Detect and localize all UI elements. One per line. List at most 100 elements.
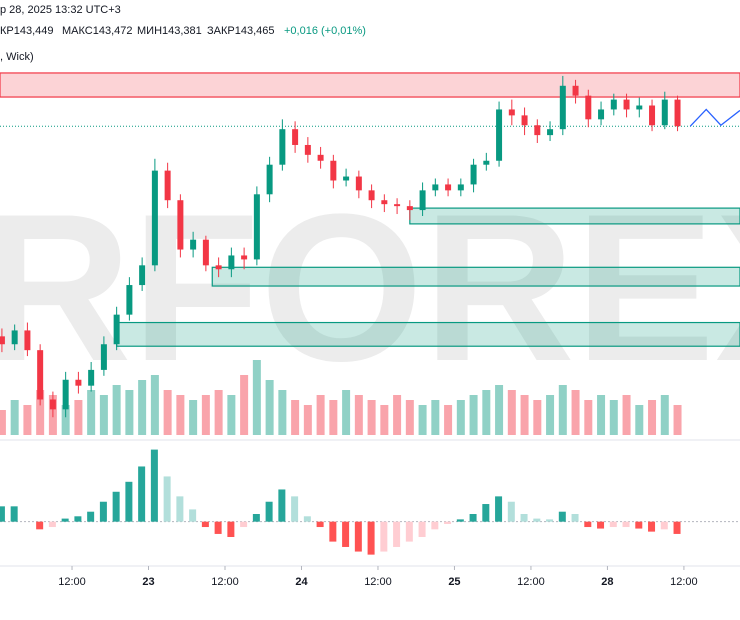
- candle-body: [202, 239, 209, 266]
- watermark: RFOREX.c: [0, 170, 740, 405]
- oscillator-bar: [597, 521, 605, 529]
- oscillator-bar: [558, 511, 566, 522]
- candle-body: [49, 399, 56, 410]
- ohlc-open: КР143,449: [0, 25, 54, 37]
- volume-bar: [393, 395, 402, 435]
- oscillator-bar: [354, 521, 362, 552]
- oscillator-bar: [189, 509, 197, 522]
- volume-bar: [23, 405, 32, 435]
- oscillator-bar: [495, 496, 503, 522]
- candle-body: [304, 144, 311, 155]
- volume-bar: [546, 395, 555, 435]
- oscillator-bar: [622, 521, 630, 528]
- oscillator-bar: [138, 466, 146, 522]
- volume-bar: [597, 395, 606, 435]
- volume-bar: [74, 400, 83, 435]
- candle-body: [547, 129, 554, 136]
- oscillator-bar: [584, 521, 592, 528]
- datetime: р 28, 2025 13:32 UTC+3: [0, 4, 121, 16]
- series-style: , Wick): [0, 51, 34, 63]
- candle-body: [432, 184, 439, 191]
- oscillator-bar: [252, 514, 260, 522]
- oscillator-bar: [291, 496, 299, 522]
- candle-body: [496, 109, 503, 161]
- candle-body: [521, 115, 528, 126]
- oscillator-bar: [48, 521, 56, 528]
- candle-body: [151, 170, 158, 266]
- candle-body: [241, 255, 248, 260]
- x-tick-label: 12:00: [58, 576, 86, 588]
- zone: [0, 72, 740, 98]
- oscillator-bar: [520, 514, 528, 522]
- volume-bar: [622, 395, 631, 435]
- volume-bar: [61, 405, 70, 435]
- volume-bar: [278, 390, 287, 435]
- volume-bar: [125, 390, 134, 435]
- oscillator-bar: [316, 521, 324, 528]
- volume-bar: [36, 390, 45, 435]
- volume-bar: [214, 390, 223, 435]
- candle-body: [11, 330, 18, 345]
- ohlc-change: +0,016 (+0,01%): [284, 25, 366, 37]
- volume-bar: [571, 390, 580, 435]
- volume-bar: [482, 390, 491, 435]
- volume-bar: [431, 400, 440, 435]
- volume-bar: [329, 400, 338, 435]
- x-tick-label: 12:00: [670, 576, 698, 588]
- volume-bar: [558, 385, 567, 435]
- ohlc-close: ЗАКР143,465: [207, 25, 275, 37]
- candle-body: [62, 379, 69, 410]
- oscillator-bar: [240, 521, 248, 528]
- oscillator-bar: [303, 516, 311, 522]
- volume-bar: [201, 395, 210, 435]
- oscillator-bar: [405, 521, 413, 542]
- ohlc-low: МИН143,381: [137, 25, 202, 37]
- oscillator-bar: [329, 521, 337, 542]
- candle-body: [126, 285, 133, 315]
- volume-bar: [87, 390, 96, 435]
- candle-body: [585, 95, 592, 120]
- volume-bar: [533, 400, 542, 435]
- candle-body: [483, 160, 490, 165]
- volume-bar: [240, 375, 249, 435]
- ohlc-high: МАКС143,472: [62, 25, 133, 37]
- oscillator-bar: [635, 521, 643, 529]
- volume-bar: [673, 405, 682, 435]
- candle-body: [88, 369, 95, 386]
- oscillator-bar: [125, 481, 133, 522]
- candle-body: [394, 204, 401, 207]
- oscillator-bar: [367, 521, 375, 555]
- volume-bar: [635, 405, 644, 435]
- oscillator-bar: [74, 516, 82, 522]
- candle-body: [177, 200, 184, 250]
- candle-body: [368, 190, 375, 201]
- oscillator-bar: [36, 521, 44, 530]
- candle-body: [457, 184, 464, 191]
- candle-body: [649, 105, 656, 126]
- volume-bar: [138, 380, 147, 435]
- candle-body: [266, 164, 273, 195]
- oscillator-bar: [660, 521, 668, 530]
- volume-bar: [367, 400, 376, 435]
- candle-body: [623, 99, 630, 110]
- candle-body: [508, 109, 515, 116]
- volume-bar: [444, 405, 453, 435]
- volume-bar: [227, 395, 236, 435]
- oscillator-bar: [176, 496, 184, 522]
- volume-bar: [380, 405, 389, 435]
- oscillator-bar: [342, 521, 350, 547]
- oscillator-bar: [265, 501, 273, 522]
- oscillator-bar: [482, 504, 490, 522]
- volume-bar: [0, 410, 6, 435]
- oscillator-bar: [648, 521, 656, 532]
- candle-body: [190, 239, 197, 250]
- volume-bar: [150, 375, 159, 435]
- volume-bar: [112, 385, 121, 435]
- candle-body: [292, 129, 299, 145]
- oscillator-bar: [201, 521, 209, 528]
- candle-body: [317, 154, 324, 161]
- oscillator-bar: [112, 491, 120, 522]
- candle-body: [674, 99, 681, 127]
- candle-body: [75, 379, 82, 386]
